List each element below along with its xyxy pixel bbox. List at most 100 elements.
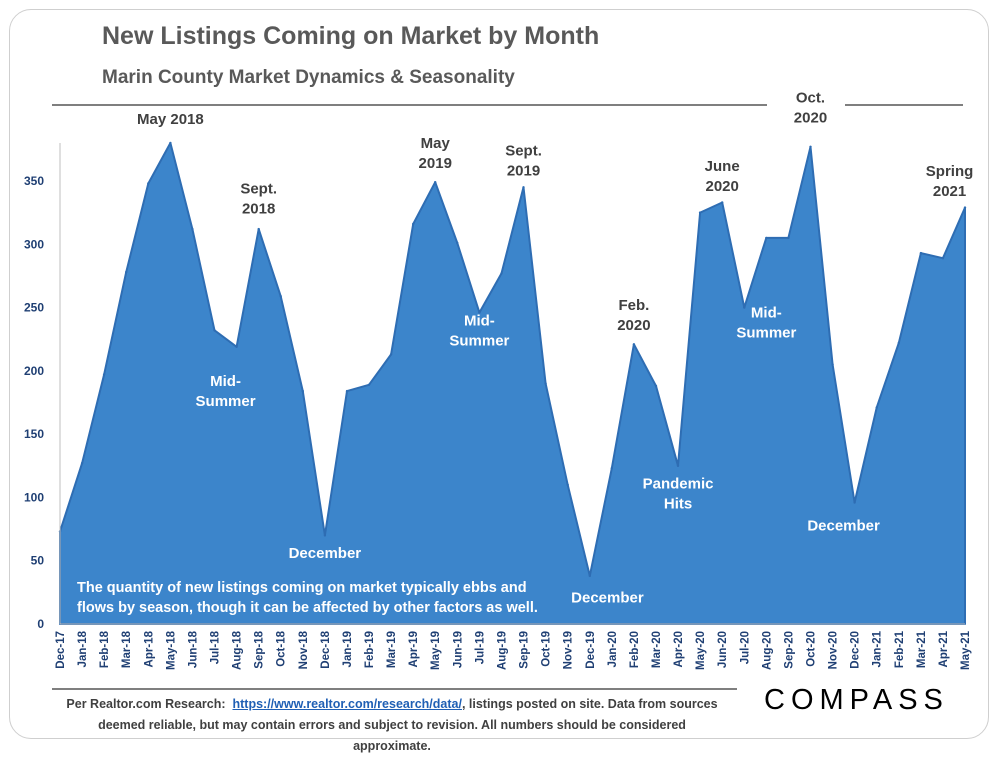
y-tick-label: 150 (24, 427, 44, 441)
annotation-line: Summer (736, 325, 796, 342)
x-tick-label: Oct-20 (805, 631, 817, 667)
data-point-Mar-18 (125, 270, 128, 274)
data-point-Feb-20 (632, 343, 636, 346)
series-area (59, 142, 966, 625)
annotation-line: December (289, 545, 362, 562)
footer-prefix: Per Realtor.com Research: (66, 697, 226, 711)
y-tick-label: 100 (24, 490, 44, 504)
x-tick-label: Jun-19 (452, 631, 464, 668)
x-tick-label: Aug-20 (761, 631, 773, 670)
x-tick-label: Nov-19 (563, 631, 575, 669)
x-tick-label: Dec-20 (850, 631, 862, 669)
data-point-May-18 (169, 141, 172, 145)
x-tick-label: May-18 (165, 630, 177, 670)
x-tick-label: May-20 (695, 631, 707, 670)
chart-note-line: The quantity of new listings coming on m… (77, 580, 527, 596)
annotation-label: Spring 2021 (926, 163, 974, 200)
x-tick-label: Oct-18 (276, 630, 288, 666)
annotation-label: May 2018 (137, 111, 204, 128)
x-tick-label: Apr-21 (938, 630, 950, 667)
annotation-line: Pandemic (643, 476, 714, 493)
annotation-line: May (421, 135, 451, 152)
annotation-label: Pandemic Hits (643, 476, 714, 513)
data-point-Jun-18 (191, 227, 194, 231)
x-tick-label: Jul-20 (739, 631, 751, 664)
annotation-label: Mid- Summer (196, 373, 256, 410)
x-tick-label: Sep-20 (783, 631, 795, 669)
x-tick-label: Jun-18 (187, 630, 199, 668)
chart-note: The quantity of new listings coming on m… (77, 580, 538, 616)
x-tick-label: Jan-21 (872, 630, 884, 667)
data-point-Aug-20 (765, 236, 768, 240)
annotation-line: December (571, 589, 644, 606)
x-tick-label: Feb-20 (629, 631, 641, 668)
footer-line2: deemed reliable, but may contain errors … (98, 718, 686, 753)
x-tick-label: Jul-19 (474, 631, 486, 664)
x-tick-label: Aug-19 (496, 631, 508, 670)
data-point-Sep-19 (522, 186, 525, 189)
annotation-line: June (705, 158, 740, 175)
x-tick-label: Jan-18 (77, 630, 89, 667)
data-point-Apr-18 (147, 182, 150, 185)
x-tick-label: Jun-20 (717, 631, 729, 668)
annotation-line: 2021 (933, 183, 966, 200)
y-tick-label: 300 (24, 237, 44, 251)
x-tick-label: Mar-18 (121, 630, 133, 668)
x-tick-label: May-19 (430, 631, 442, 670)
data-point-Jan-18 (80, 462, 84, 465)
data-point-May-19 (434, 181, 437, 184)
annotation-label: December (807, 517, 880, 534)
annotation-label: Sept. 2018 (240, 181, 277, 218)
annotation-line: 2019 (419, 155, 452, 172)
x-tick-label: Nov-20 (828, 631, 840, 669)
annotation-line: 2020 (706, 178, 739, 195)
annotation-line: Oct. (796, 89, 825, 106)
x-tick-label: Dec-17 (55, 631, 67, 669)
y-tick-label: 200 (24, 364, 44, 378)
data-point-Dec-18 (323, 534, 327, 537)
annotation-line: 2019 (507, 163, 540, 180)
data-point-Feb-19 (367, 383, 371, 386)
data-point-Feb-21 (897, 341, 900, 345)
y-tick-label: 50 (31, 554, 45, 568)
header-rule-left (52, 104, 767, 106)
data-point-Oct-20 (809, 145, 812, 148)
data-point-Apr-19 (412, 222, 415, 226)
data-point-Jun-20 (721, 201, 724, 204)
data-point-Jul-19 (478, 311, 481, 314)
annotation-line: 2020 (617, 317, 650, 334)
annotation-label: Mid- Summer (736, 305, 796, 342)
data-point-Feb-18 (102, 373, 106, 376)
y-tick-label: 250 (24, 301, 44, 315)
chart-note-line: flows by season, though it can be affect… (77, 600, 538, 616)
chart-subtitle: Marin County Market Dynamics & Seasonali… (102, 67, 515, 88)
data-point-Mar-20 (654, 384, 658, 388)
x-tick-label: Jul-18 (210, 630, 222, 664)
x-tick-label: Sep-18 (254, 630, 266, 668)
data-point-Jul-18 (213, 329, 216, 332)
x-tick-label: Dec-18 (320, 630, 332, 668)
data-point-Oct-19 (544, 382, 547, 385)
data-point-Sep-20 (787, 236, 790, 240)
data-point-Jul-20 (743, 306, 746, 309)
source-link[interactable]: https://www.realtor.com/research/data/ (232, 697, 462, 711)
annotation-label: Sept. 2019 (505, 143, 542, 180)
data-point-Nov-19 (566, 483, 569, 486)
annotation-line: May 2018 (137, 111, 204, 128)
data-point-Jan-20 (610, 467, 613, 470)
chart-title: New Listings Coming on Market by Month (102, 22, 600, 50)
annotation-line: 2018 (242, 201, 275, 218)
x-tick-label: Jan-19 (342, 631, 354, 667)
data-point-Apr-21 (941, 257, 945, 260)
annotation-label: June 2020 (705, 158, 740, 195)
data-point-Jun-19 (456, 241, 459, 245)
annotation-line: Sept. (505, 143, 542, 160)
y-tick-label: 0 (37, 617, 44, 631)
x-tick-label: Apr-20 (673, 631, 685, 667)
x-tick-label: Sep-19 (519, 631, 531, 669)
x-tick-label: Nov-18 (298, 630, 310, 669)
y-tick-label: 350 (24, 174, 44, 188)
x-tick-label: Feb-19 (364, 631, 376, 668)
compass-logo: COMPASS (764, 684, 949, 716)
